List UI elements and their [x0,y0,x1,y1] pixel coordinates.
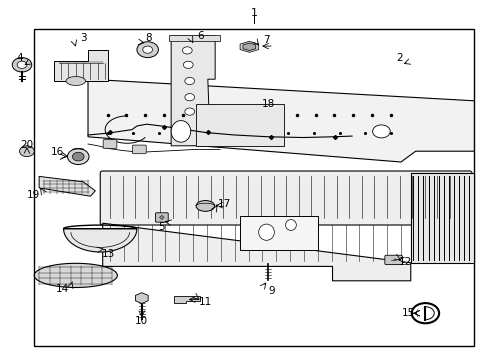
Bar [239,216,317,250]
Polygon shape [240,41,258,52]
Circle shape [12,58,32,72]
Bar [34,29,473,346]
Polygon shape [159,215,164,220]
Bar [168,35,220,41]
Text: 17: 17 [217,199,230,210]
Polygon shape [88,79,473,162]
Text: 18: 18 [261,99,274,109]
Ellipse shape [285,220,296,230]
Circle shape [72,152,84,161]
Text: 1: 1 [250,8,257,18]
Text: 7: 7 [263,35,269,45]
Ellipse shape [171,121,190,142]
Polygon shape [243,43,255,50]
Circle shape [183,61,193,68]
FancyBboxPatch shape [132,145,146,154]
Circle shape [184,94,194,101]
Ellipse shape [196,201,214,211]
Text: 6: 6 [197,31,203,41]
Text: 8: 8 [144,33,151,43]
Polygon shape [54,50,107,81]
Text: 4: 4 [16,53,23,63]
Circle shape [184,108,194,115]
Text: 3: 3 [80,33,86,43]
Circle shape [20,146,34,157]
Polygon shape [410,173,473,263]
FancyBboxPatch shape [384,255,402,265]
Polygon shape [63,229,137,252]
Circle shape [182,47,192,54]
Text: 2: 2 [396,53,403,63]
Text: 14: 14 [56,284,69,294]
Text: 20: 20 [20,140,33,150]
Text: 13: 13 [102,249,115,259]
Circle shape [67,149,89,165]
Polygon shape [173,296,200,303]
Polygon shape [102,223,410,281]
Polygon shape [34,263,117,288]
Text: 5: 5 [158,222,164,232]
Text: 10: 10 [135,316,148,326]
Polygon shape [39,176,95,196]
Circle shape [184,77,194,85]
Text: 19: 19 [26,190,40,200]
FancyBboxPatch shape [155,213,168,222]
Circle shape [17,61,27,68]
Text: 15: 15 [401,308,414,318]
Text: 9: 9 [268,286,275,296]
Circle shape [372,125,389,138]
Text: 16: 16 [51,147,64,157]
FancyBboxPatch shape [100,171,471,225]
Circle shape [137,42,158,58]
FancyBboxPatch shape [103,140,117,148]
Ellipse shape [66,77,85,85]
Bar [195,104,283,146]
Text: 11: 11 [198,297,212,307]
Circle shape [142,46,152,53]
Polygon shape [171,36,215,146]
Ellipse shape [258,224,274,240]
Text: 12: 12 [398,257,412,267]
